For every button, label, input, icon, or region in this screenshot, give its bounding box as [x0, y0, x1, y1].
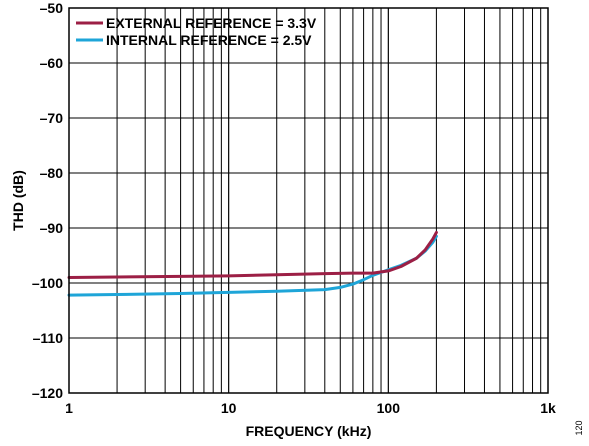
y-tick-label: –110	[33, 330, 64, 346]
y-tick-labels: –50 –60 –70 –80 –90 –100 –110 –120	[32, 0, 63, 401]
grid-lines	[69, 8, 548, 393]
legend: EXTERNAL REFERENCE = 3.3V INTERNAL REFER…	[76, 15, 317, 48]
x-tick-label: 1k	[540, 400, 556, 416]
y-tick-label: –100	[32, 275, 63, 291]
y-tick-label: –60	[40, 55, 64, 71]
plot-frame	[68, 7, 549, 394]
series-line-external	[67, 230, 438, 279]
legend-label-external: EXTERNAL REFERENCE = 3.3V	[106, 15, 317, 31]
x-tick-label: 100	[377, 400, 401, 416]
legend-label-internal: INTERNAL REFERENCE = 2.5V	[106, 32, 312, 48]
series-layer	[67, 230, 438, 297]
x-tick-label: 10	[221, 400, 237, 416]
y-tick-label: –70	[40, 110, 64, 126]
y-axis-label: THD (dB)	[10, 170, 26, 231]
y-tick-label: –90	[40, 220, 64, 236]
y-tick-label: –80	[40, 165, 64, 181]
figure-number: 120	[574, 420, 584, 435]
y-tick-label: –120	[32, 385, 63, 401]
y-tick-label: –50	[40, 0, 64, 16]
x-tick-labels: 1 10 100 1k	[65, 400, 556, 416]
x-axis-label: FREQUENCY (kHz)	[246, 423, 372, 439]
x-tick-label: 1	[65, 400, 73, 416]
